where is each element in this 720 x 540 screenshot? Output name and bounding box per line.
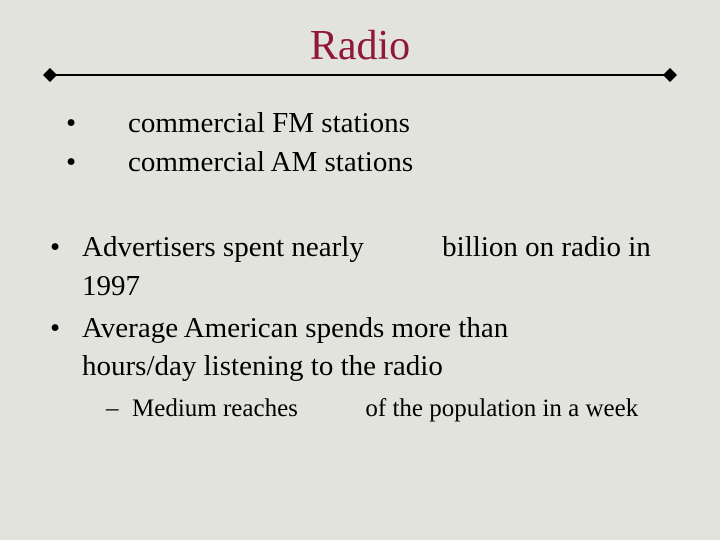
slide: Radio commercial FM stations commercial … xyxy=(0,0,720,540)
page-title: Radio xyxy=(0,0,720,74)
top-bullet-list: commercial FM stations commercial AM sta… xyxy=(50,104,670,182)
list-item: commercial AM stations xyxy=(50,143,670,182)
bullet-text: commercial FM stations xyxy=(128,107,410,139)
bullet-text-seg: Advertisers spent nearly xyxy=(82,231,371,263)
sub-bullet-list: Medium reaches of the population in a we… xyxy=(82,393,670,426)
list-item: commercial FM stations xyxy=(50,104,670,143)
bullet-text: commercial AM stations xyxy=(128,146,413,178)
bullet-text-seg: of the population in a week xyxy=(359,395,638,422)
title-divider xyxy=(50,74,670,76)
content-area: commercial FM stations commercial AM sta… xyxy=(0,76,720,426)
bullet-text-seg: Average American spends more than xyxy=(82,312,516,344)
bullet-text-seg: Medium reaches xyxy=(132,395,304,422)
list-item: Advertisers spent nearly billion on radi… xyxy=(50,228,670,305)
list-item: Medium reaches of the population in a we… xyxy=(82,393,670,426)
bullet-text-seg: hours/day listening to the radio xyxy=(82,350,443,382)
list-item: Average American spends more than hours/… xyxy=(50,309,670,426)
main-bullet-list: Advertisers spent nearly billion on radi… xyxy=(50,228,670,426)
